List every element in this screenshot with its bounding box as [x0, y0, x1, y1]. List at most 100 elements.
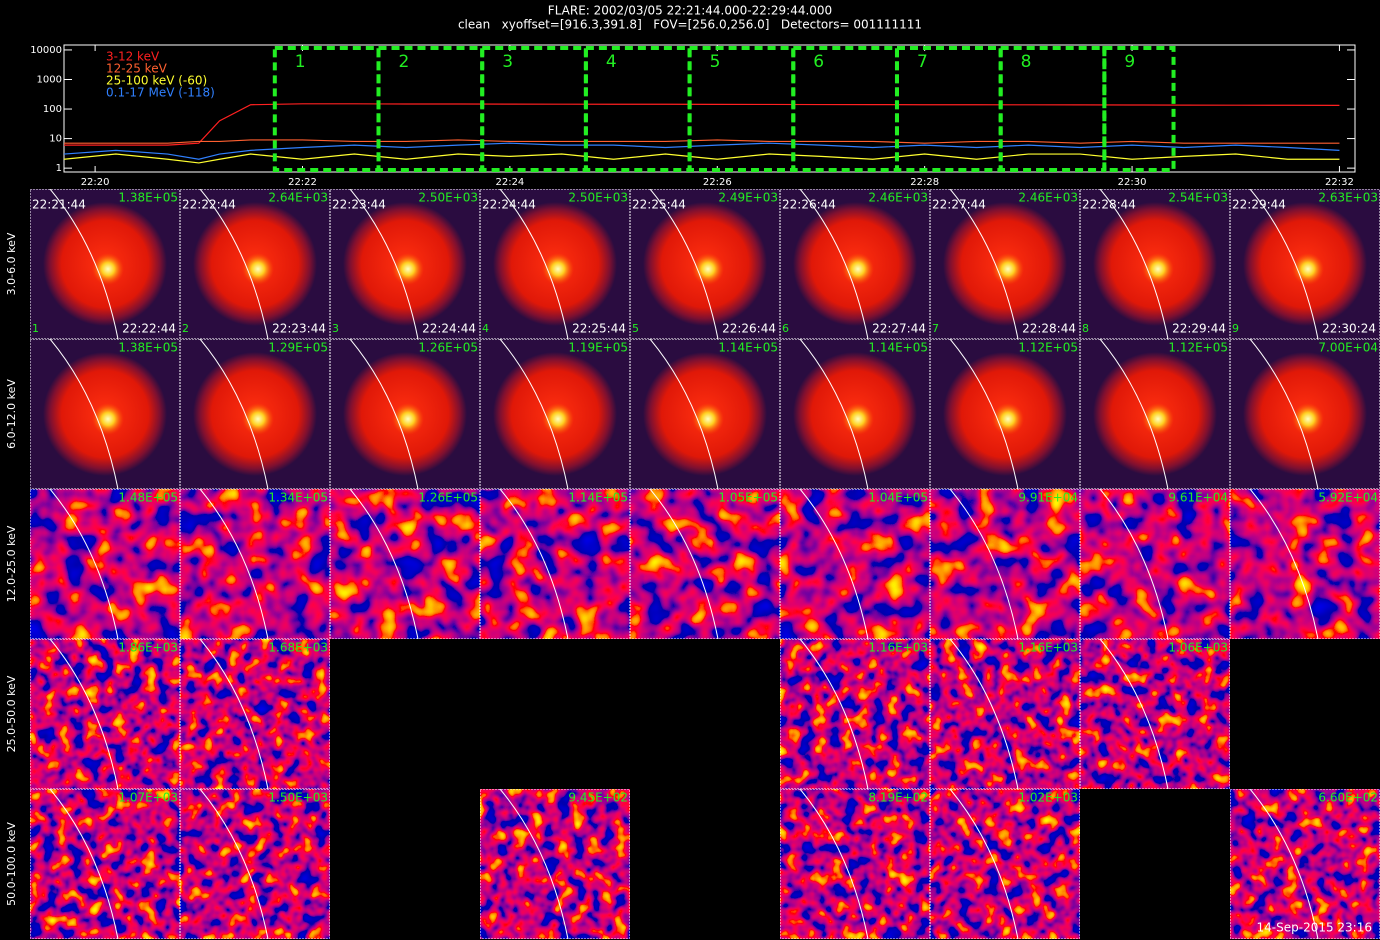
solar-limb — [1099, 639, 1169, 789]
x-tick-label: 22:24 — [495, 177, 524, 188]
row-label: 50.0-100.0 keV — [5, 822, 18, 906]
image-cell — [330, 189, 480, 339]
bright-spot — [842, 403, 874, 435]
cell-border — [930, 639, 1080, 789]
cell-border — [1080, 339, 1230, 489]
cell-border — [630, 339, 780, 489]
end-time: 22:23:44 — [272, 322, 326, 336]
cell-border — [1230, 789, 1380, 939]
x-tick-label: 22:30 — [1118, 177, 1147, 188]
peak-value: 1.14E+05 — [568, 491, 628, 505]
cell-border — [180, 639, 330, 789]
x-tick-label: 22:26 — [703, 177, 732, 188]
cell-border — [480, 189, 630, 339]
peak-value: 1.16E+03 — [1018, 641, 1078, 655]
cell-border — [780, 639, 930, 789]
image-cell — [930, 789, 1080, 939]
cell-border — [480, 789, 630, 939]
solar-limb — [949, 339, 1019, 489]
cell-border — [1230, 339, 1380, 489]
start-time: 22:24:44 — [482, 198, 536, 212]
x-tick-label: 22:22 — [288, 177, 317, 188]
image-cell — [930, 339, 1080, 489]
peak-value: 1.12E+05 — [1168, 341, 1228, 355]
y-tick-label: 100 — [43, 104, 62, 115]
solar-limb — [1099, 339, 1169, 489]
image-cell — [630, 489, 780, 639]
image-cell — [1080, 489, 1230, 639]
peak-value: 1.34E+05 — [268, 491, 328, 505]
cell-index: 2 — [182, 322, 189, 335]
cell-border — [30, 489, 180, 639]
peak-value: 1.14E+05 — [718, 341, 778, 355]
x-tick-label: 22:32 — [1325, 177, 1354, 188]
legend-entry: 0.1-17 MeV (-118) — [106, 86, 215, 100]
peak-value: 2.64E+03 — [268, 191, 328, 205]
noise-image — [480, 489, 630, 639]
cell-border — [930, 789, 1080, 939]
start-time: 22:26:44 — [782, 198, 836, 212]
interval-box — [1102, 46, 1176, 172]
end-time: 22:27:44 — [872, 322, 926, 336]
noise-image — [330, 489, 480, 639]
cell-index: 4 — [482, 322, 489, 335]
y-tick-label: 1000 — [37, 74, 62, 85]
series-line — [64, 139, 1340, 144]
solar-limb — [199, 189, 269, 339]
image-cell — [330, 339, 480, 489]
cell-index: 9 — [1232, 322, 1239, 335]
bright-spot — [542, 253, 574, 285]
series-line — [64, 103, 1340, 146]
bright-spot — [392, 403, 424, 435]
peak-value: 2.54E+03 — [1168, 191, 1228, 205]
interval-label: 5 — [710, 52, 721, 72]
end-time: 22:28:44 — [1022, 322, 1076, 336]
interval-box — [791, 46, 899, 172]
peak-value: 1.38E+05 — [118, 341, 178, 355]
image-cell — [30, 639, 180, 789]
solar-limb — [649, 339, 719, 489]
cell-border — [930, 189, 1080, 339]
image-cell — [180, 339, 330, 489]
solar-limb — [199, 789, 269, 939]
cell-border — [30, 189, 180, 339]
solar-limb — [799, 639, 869, 789]
cell-border — [630, 189, 780, 339]
solar-limb — [1099, 189, 1169, 339]
solar-limb — [349, 189, 419, 339]
solar-limb — [799, 489, 869, 639]
cell-border — [330, 189, 480, 339]
cell-border — [180, 789, 330, 939]
image-cell — [780, 489, 930, 639]
image-cell — [480, 489, 630, 639]
start-time: 22:28:44 — [1082, 198, 1136, 212]
row-label: 25.0-50.0 keV — [5, 675, 18, 752]
noise-image — [1080, 639, 1230, 789]
solar-limb — [49, 339, 119, 489]
peak-value: 1.14E+05 — [868, 341, 928, 355]
noise-image — [480, 789, 630, 939]
bright-spot — [242, 403, 274, 435]
cell-border — [780, 189, 930, 339]
noise-image — [780, 639, 930, 789]
noise-image — [780, 489, 930, 639]
solar-limb — [949, 639, 1019, 789]
noise-image — [180, 489, 330, 639]
start-time: 22:25:44 — [632, 198, 686, 212]
end-time: 22:24:44 — [422, 322, 476, 336]
peak-value: 1.86E+03 — [118, 641, 178, 655]
peak-value: 6.60E+02 — [1318, 791, 1378, 805]
image-cell — [1080, 639, 1230, 789]
bright-spot — [392, 253, 424, 285]
noise-image — [780, 789, 930, 939]
peak-value: 1.38E+05 — [118, 191, 178, 205]
solar-limb — [649, 189, 719, 339]
cell-border — [630, 489, 780, 639]
noise-image — [30, 489, 180, 639]
interval-box — [272, 46, 381, 172]
bright-spot — [842, 253, 874, 285]
interval-label: 2 — [399, 52, 410, 72]
peak-value: 1.02E+03 — [1018, 791, 1078, 805]
interval-label: 7 — [917, 52, 928, 72]
plot-frame — [63, 44, 1356, 173]
